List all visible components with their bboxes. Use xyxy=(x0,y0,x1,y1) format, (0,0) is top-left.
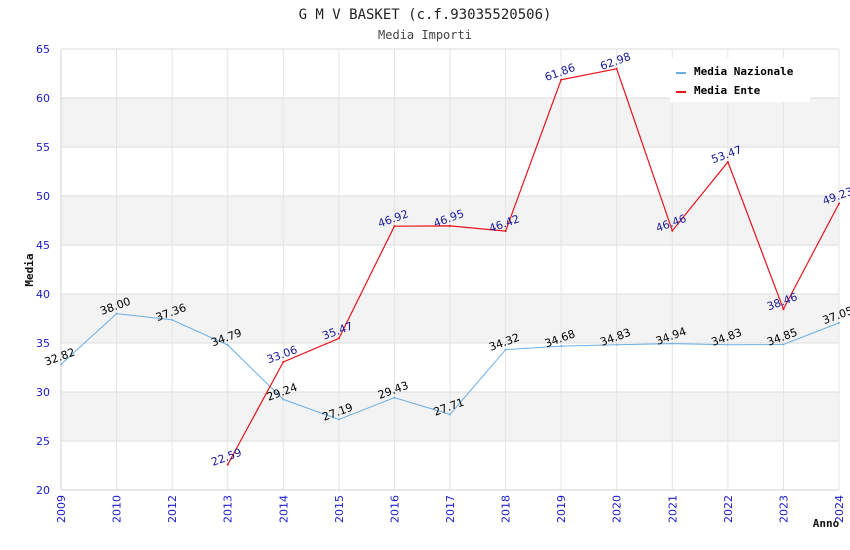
data-point xyxy=(671,342,674,345)
x-tick-label: 2022 xyxy=(722,495,735,523)
x-tick-label: 2017 xyxy=(444,495,457,523)
data-point xyxy=(226,344,229,347)
legend-label-media-ente: Media Ente xyxy=(694,84,761,97)
data-point xyxy=(838,202,840,205)
data-point xyxy=(282,361,285,364)
data-point xyxy=(337,418,340,421)
x-tick-label: 2023 xyxy=(777,495,790,523)
data-point xyxy=(393,396,396,399)
x-tick-label: 2013 xyxy=(222,495,235,523)
y-tick-label: 50 xyxy=(36,190,50,203)
y-axis-label: Media xyxy=(23,253,36,286)
data-point xyxy=(560,345,563,348)
data-point xyxy=(226,463,229,466)
y-tick-label: 35 xyxy=(36,337,50,350)
x-axis-label: Anno xyxy=(813,517,840,530)
data-point xyxy=(504,348,507,351)
series-line-media-ente xyxy=(227,68,840,465)
y-tick-label: 55 xyxy=(36,141,50,154)
y-tick-label: 45 xyxy=(36,239,50,252)
data-point xyxy=(838,321,840,324)
y-tick-label: 65 xyxy=(36,43,50,56)
data-label: 22.59 xyxy=(209,446,243,469)
data-point xyxy=(115,312,118,315)
y-tick-label: 60 xyxy=(36,92,50,105)
data-label: 61.86 xyxy=(543,61,577,84)
legend-label-media-nazionale: Media Nazionale xyxy=(694,65,794,78)
chart-title: G M V BASKET (c.f.93035520506) xyxy=(299,7,552,23)
legend: Media Nazionale Media Ente xyxy=(670,58,810,102)
y-tick-label: 30 xyxy=(36,386,50,399)
data-point xyxy=(449,224,451,227)
legend-background xyxy=(670,58,810,102)
x-axis-ticks: 2009 2010 2012 2013 2014 2015 2016 2017 2018 2019… xyxy=(55,495,846,523)
y-tick-label: 20 xyxy=(36,484,50,497)
grid-lines xyxy=(60,48,840,491)
data-point xyxy=(726,343,729,346)
x-tick-label: 2012 xyxy=(166,495,179,523)
series-lines xyxy=(60,67,840,466)
data-point xyxy=(615,343,618,346)
x-tick-label: 2024 xyxy=(833,495,846,523)
data-point xyxy=(337,337,340,340)
y-tick-label: 40 xyxy=(36,288,50,301)
x-tick-label: 2010 xyxy=(111,495,124,523)
x-tick-label: 2018 xyxy=(500,495,513,523)
y-tick-label: 25 xyxy=(36,435,50,448)
data-point xyxy=(615,67,618,70)
data-point xyxy=(671,229,674,232)
x-tick-label: 2016 xyxy=(388,495,401,523)
data-point xyxy=(393,225,396,228)
y-axis-ticks: 20 25 30 35 40 45 50 55 60 65 xyxy=(36,43,50,497)
data-point xyxy=(449,413,451,416)
x-tick-label: 2019 xyxy=(555,495,568,523)
data-point xyxy=(560,78,563,81)
data-point xyxy=(60,363,62,366)
chart-subtitle: Media Importi xyxy=(378,28,472,42)
x-tick-label: 2020 xyxy=(611,495,624,523)
data-point xyxy=(782,343,785,346)
data-label: 33.06 xyxy=(265,343,299,366)
data-point xyxy=(726,160,729,163)
x-tick-label: 2014 xyxy=(277,495,290,523)
x-tick-label: 2015 xyxy=(333,495,346,523)
data-point xyxy=(782,308,785,311)
x-tick-label: 2009 xyxy=(55,495,68,523)
x-tick-label: 2021 xyxy=(666,495,679,523)
data-point xyxy=(171,318,174,321)
data-point xyxy=(282,398,285,401)
data-point xyxy=(504,230,507,233)
